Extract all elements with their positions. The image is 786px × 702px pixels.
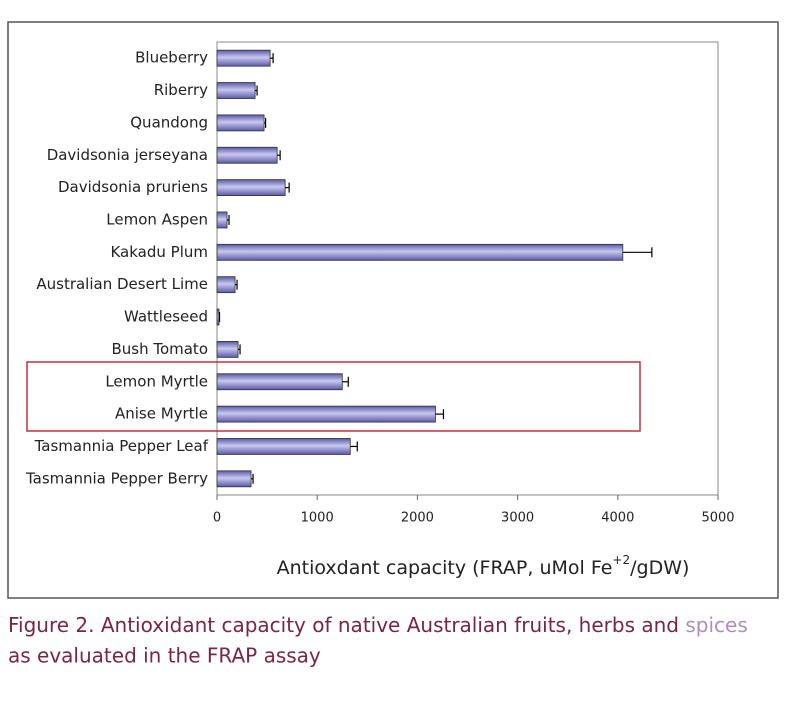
x-tick-label: 2000	[401, 511, 434, 526]
y-tick-label: Tasmannia Pepper Leaf	[34, 437, 209, 455]
bar	[216, 179, 286, 197]
bar	[216, 308, 220, 326]
y-tick-label: Bush Tomato	[111, 340, 208, 358]
x-axis-label: Antioxdant capacity (FRAP, uMol Fe+2/gDW…	[277, 553, 690, 579]
x-label-superscript: +2	[612, 553, 630, 567]
plot-area	[216, 41, 719, 496]
chart-frame	[7, 21, 779, 599]
bar	[216, 82, 256, 99]
caption-text: Figure 2. Antioxidant capacity of native…	[8, 613, 685, 637]
y-tick-label: Lemon Aspen	[106, 210, 208, 228]
bar	[216, 243, 624, 261]
bar	[216, 146, 278, 164]
bar	[216, 438, 351, 455]
bar	[216, 405, 436, 423]
y-tick-label: Davidsonia pruriens	[58, 178, 208, 196]
bar	[216, 114, 265, 132]
x-label-text: /gDW)	[630, 557, 689, 579]
bar	[216, 211, 228, 229]
bar	[216, 276, 236, 294]
bar	[216, 49, 271, 67]
y-tick-label: Tasmannia Pepper Berry	[25, 469, 208, 487]
y-tick-label: Wattleseed	[124, 308, 208, 326]
x-tick-label: 5000	[701, 511, 734, 526]
bar	[216, 373, 343, 391]
x-label-text: Antioxdant capacity (FRAP, uMol Fe	[277, 557, 613, 579]
x-tick-label: 4000	[601, 511, 634, 526]
y-tick-label: Kakadu Plum	[110, 243, 208, 261]
y-tick-label: Anise Myrtle	[115, 405, 208, 423]
y-tick-label: Davidsonia jerseyana	[47, 146, 208, 164]
caption-text: spices	[685, 613, 747, 637]
caption-text: as evaluated in the FRAP assay	[8, 644, 321, 668]
x-tick-label: 3000	[501, 511, 534, 526]
y-tick-label: Lemon Myrtle	[105, 372, 208, 390]
caption: Figure 2. Antioxidant capacity of native…	[8, 613, 748, 637]
bar	[216, 340, 239, 358]
y-tick-label: Blueberry	[135, 49, 208, 67]
y-tick-label: Quandong	[130, 113, 208, 131]
y-tick-label: Australian Desert Lime	[36, 275, 208, 293]
x-tick-label: 0	[213, 511, 221, 526]
x-tick-label: 1000	[301, 511, 334, 526]
bar	[216, 470, 252, 488]
highlight-box	[26, 361, 641, 432]
y-tick-label: Riberry	[154, 81, 208, 99]
